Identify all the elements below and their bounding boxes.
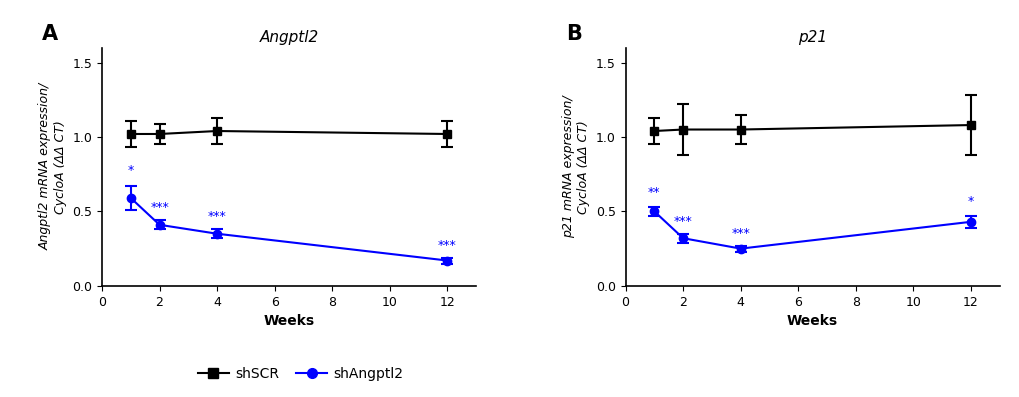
Text: ***: *** bbox=[674, 215, 692, 228]
X-axis label: Weeks: Weeks bbox=[787, 314, 838, 328]
Text: ***: *** bbox=[731, 227, 749, 240]
Text: B: B bbox=[566, 24, 581, 44]
Legend: shSCR, shAngptl2: shSCR, shAngptl2 bbox=[193, 361, 409, 386]
Text: A: A bbox=[42, 24, 58, 44]
Text: *: * bbox=[967, 195, 973, 208]
Title: p21: p21 bbox=[797, 30, 826, 45]
Y-axis label: p21 mRNA expression/
CycloA (ΔΔ CT): p21 mRNA expression/ CycloA (ΔΔ CT) bbox=[561, 95, 590, 238]
Text: ***: *** bbox=[150, 201, 169, 214]
Y-axis label: Angptl2 mRNA expression/
CycloA (ΔΔ CT): Angptl2 mRNA expression/ CycloA (ΔΔ CT) bbox=[39, 83, 66, 251]
Title: Angptl2: Angptl2 bbox=[259, 30, 318, 45]
Text: ***: *** bbox=[208, 210, 226, 223]
Text: *: * bbox=[127, 164, 133, 177]
X-axis label: Weeks: Weeks bbox=[263, 314, 314, 328]
Text: ***: *** bbox=[437, 239, 457, 252]
Text: **: ** bbox=[647, 187, 660, 199]
